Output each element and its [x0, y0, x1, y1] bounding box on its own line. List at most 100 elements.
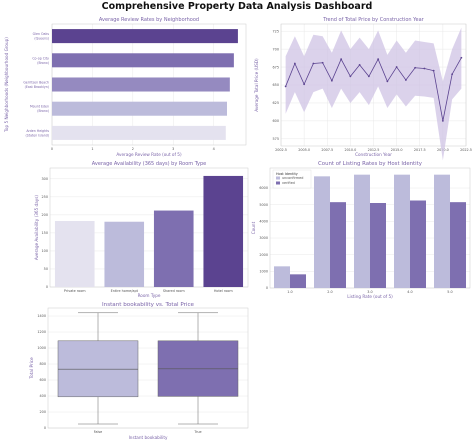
panel2-point [284, 85, 287, 88]
panel5-ytick: 600 [40, 378, 46, 382]
panel2-ytick: 650 [273, 83, 279, 87]
panel5-ytick: 400 [40, 394, 46, 398]
panel2-point [441, 119, 444, 122]
panel1-xtick: 4 [213, 147, 215, 151]
panel5-xtick: False [94, 430, 103, 434]
panel4-legend-box [272, 169, 312, 189]
panel4-legend-swatch [276, 181, 280, 185]
panel3-frame [49, 167, 249, 288]
panel4-ytick: 0 [266, 286, 268, 290]
panel2-point [395, 66, 398, 68]
panel4-legend-label: unconfirmed [282, 176, 303, 180]
panel1-ytick-group: (Staten Island) [26, 133, 49, 137]
panel5-frame [47, 307, 249, 429]
panel3-bar [54, 221, 95, 287]
panel1-ylabel: Top 5 Neighborhoods (Neighbourhood Group… [4, 37, 9, 133]
panel1-bar [52, 77, 230, 92]
panel2-point [293, 62, 296, 65]
panel4-bar-unconfirmed [394, 174, 410, 288]
panel1-title: Average Review Rates by Neighborhood [99, 17, 199, 23]
panel1-xtick: 1 [91, 147, 93, 151]
panel4-xtick: 5.0 [447, 290, 452, 294]
panel3-ylabel: Average Availability (365 days) [34, 195, 39, 261]
panel2-point [432, 69, 435, 72]
panel4-ytick: 6000 [259, 186, 268, 190]
panel4-legend-swatch [276, 176, 280, 180]
panel5-box [57, 340, 139, 398]
panel3-bar [203, 175, 244, 287]
panel2-point [414, 66, 417, 69]
panel1-bar [52, 125, 226, 140]
panel2-xtick: 2007.5 [321, 148, 333, 152]
panel2-point [451, 73, 454, 76]
panel2-xtick: 2022.5 [460, 148, 472, 152]
panel4-legend-title: Host Identity [276, 172, 298, 176]
panel5-xlabel: Instant bookability [129, 435, 168, 440]
panel4-bar-verified [330, 202, 346, 288]
panel4-xtick: 3.0 [367, 290, 372, 294]
panel2-ytick: 725 [273, 29, 279, 33]
panel5-ytick: 800 [40, 362, 46, 366]
panel5-xtick: True [193, 430, 201, 434]
panel2-point [423, 67, 426, 70]
panel2-frame [280, 23, 467, 147]
panel2-xtick: 2010.0 [344, 148, 356, 152]
panel2-ci-band [285, 27, 462, 161]
panel1-bar [52, 101, 228, 116]
panel1-ytick: Glen Oaks [33, 32, 50, 36]
panel2-xtick: 2005.0 [298, 148, 310, 152]
panel2-ytick: 575 [273, 137, 279, 141]
panel1-ytick: Arden Heights [26, 129, 49, 133]
panel4-bar-unconfirmed [354, 174, 370, 288]
panel3-bar [104, 221, 145, 287]
panel2-point [460, 56, 463, 59]
panel4-legend-label: verified [282, 181, 295, 185]
panel5-ylabel: Total Price [29, 357, 34, 380]
panel2-point [330, 79, 333, 82]
panel4-ytick: 2000 [259, 253, 268, 257]
panel4-bar-verified [370, 203, 386, 288]
panel3-ytick: 0 [46, 285, 48, 289]
panel2-ytick: 600 [273, 119, 279, 123]
panel4-xtick: 2.0 [327, 290, 332, 294]
panel3-ytick: 250 [42, 195, 48, 199]
panel2-point [340, 58, 343, 61]
panel2-point [312, 62, 315, 65]
panel2-point [358, 64, 361, 66]
panel4-bar-unconfirmed [274, 266, 290, 288]
panel1-ytick-group: (Queens) [34, 37, 49, 41]
panel5-ytick: 1400 [37, 314, 46, 318]
panel2-point [303, 83, 306, 86]
panel3-ytick: 200 [42, 213, 48, 217]
panel3-ytick: 100 [42, 249, 48, 253]
panel3-xtick: Hotel room [214, 289, 234, 293]
panel4-ylabel: Count [251, 221, 256, 234]
panel5-ytick: 1200 [37, 330, 46, 334]
panel3-xtick: Private room [64, 289, 86, 293]
panel3-ytick: 150 [42, 231, 48, 235]
panel2-xtick: 2015.0 [391, 148, 403, 152]
panel2-title: Trend of Total Price by Construction Yea… [322, 17, 424, 23]
panel4-ytick: 1000 [259, 270, 268, 274]
panel3-ytick: 300 [42, 177, 48, 181]
panel1-xtick: 0 [51, 147, 53, 151]
panel2-xtick: 2012.5 [368, 148, 380, 152]
panel1-ytick-group: (Bronx) [37, 61, 49, 65]
panel2-ytick: 625 [273, 101, 279, 105]
panel4-bar-verified [410, 200, 426, 288]
panel4-bar-unconfirmed [314, 176, 330, 288]
panel5-ytick: 200 [40, 410, 46, 414]
panel1-xtick: 2 [132, 147, 134, 151]
panel4-bar-unconfirmed [434, 174, 450, 288]
panel3-bar [153, 210, 194, 287]
panel1-ytick-group: (East Brooklyn) [25, 85, 49, 89]
panel4-xtick: 4.0 [407, 290, 412, 294]
panel3-title: Average Availability (365 days) by Room … [92, 161, 206, 167]
panel2-xtick: 2017.5 [414, 148, 426, 152]
panel4-ytick: 3000 [259, 236, 268, 240]
panel1-bar [52, 29, 238, 44]
panel1-ytick: Gerritsen Beach [23, 81, 49, 85]
panel4-ytick: 5000 [259, 203, 268, 207]
panel5-ytick: 1000 [37, 346, 46, 350]
